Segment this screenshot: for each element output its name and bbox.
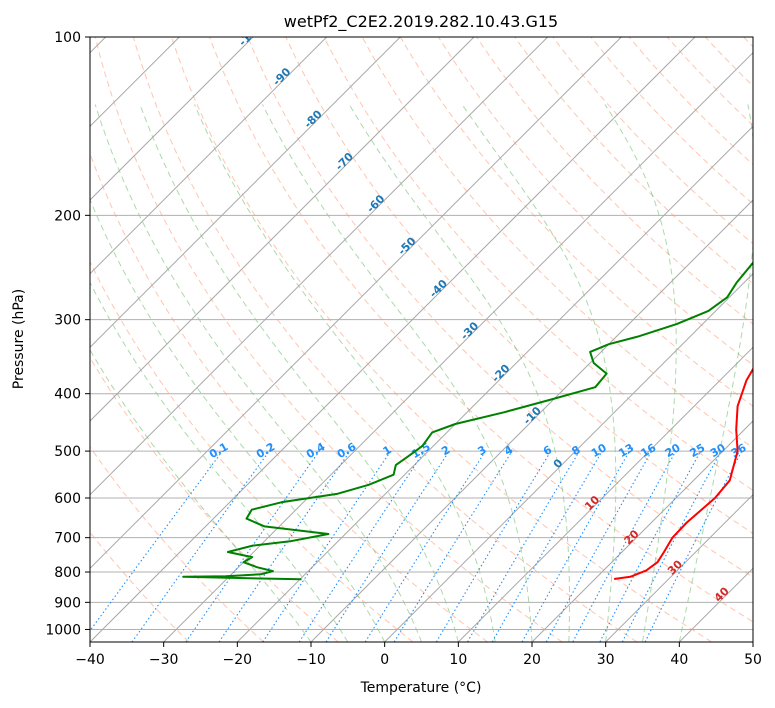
y-tick-label: 800 [54,565,81,581]
mixing-ratio-line [467,450,580,642]
moist-adiabat [139,104,459,642]
isotherm-label: -100 [236,20,265,49]
x-tick-label: 10 [449,652,467,668]
dewpoint-profile-line [182,261,753,581]
isotherm-gridline [90,37,475,422]
y-axis-label: Pressure (hPa) [11,289,27,389]
dry-adiabat [323,37,753,491]
series-layer [182,261,753,581]
isotherm-gridline [384,272,753,642]
mixing-ratio-line [218,450,351,642]
dry-adiabat [399,37,753,407]
x-tick-label: 0 [380,652,389,668]
mixing-ratio-line [435,450,552,642]
mixing-ratio-line [325,450,450,642]
mixing-ratio-line [131,450,270,642]
dry-adiabat [476,37,753,325]
x-tick-label: 30 [597,652,615,668]
x-tick-label: −20 [223,652,253,668]
y-tick-label: 900 [54,595,81,611]
isotherm-gridline [457,346,753,642]
x-tick-label: −10 [296,652,326,668]
y-tick-label: 600 [54,491,81,507]
y-tick-label: 1000 [45,622,81,638]
isotherm-gridline [90,37,696,642]
dry-adiabat [247,37,753,578]
mixing-ratio-line [364,450,486,642]
y-tick-label: 300 [54,313,81,329]
dry-adiabat [628,37,753,166]
moist-adiabat [604,104,677,642]
x-tick-label: 50 [744,652,762,668]
dry-adiabat [132,37,638,642]
dry-adiabat [90,260,414,642]
dry-adiabat [514,37,753,285]
isotherm-gridline [90,37,549,496]
y-tick-label: 200 [54,208,81,224]
tick-layer: −40 −30 −20 −10 0 10 20 30 40 50 100 200 300 400 500 60… [45,30,762,668]
mixing-ratio-line [90,450,223,632]
y-tick-label: 700 [54,531,81,547]
isotherm-gridline [90,37,328,275]
isotherm-gridline [531,420,753,642]
mixing-ratio-line [491,450,603,642]
moist-adiabat [678,104,753,642]
moist-adiabat [194,104,496,642]
moist-adiabat [262,104,533,642]
x-tick-label: 20 [523,652,541,668]
isotherm-gridline [90,37,401,349]
temperature-profile-line [613,367,753,580]
isotherm-gridline [236,125,753,642]
chart-title: wetPf2_C2E2.2019.282.10.43.G15 [284,12,558,32]
y-tick-label: 100 [54,30,81,46]
mixing-ratio-line [521,450,630,642]
x-tick-label: −30 [149,652,179,668]
x-tick-label: −40 [75,652,105,668]
isotherm-gridline [163,51,753,642]
dry-adiabat [209,37,753,623]
mixing-ratio-line [545,450,653,642]
x-axis-label: Temperature (°C) [360,680,482,696]
dry-adiabat [90,446,264,642]
y-tick-label: 400 [54,387,81,403]
isotherm-gridline [90,37,622,570]
plot-frame [89,36,754,643]
isotherm-gridline [605,493,753,642]
moist-adiabat [90,198,386,642]
isotherm-gridline [90,37,254,201]
mixing-ratio-line [572,450,677,642]
moist-adiabat [348,104,570,642]
mixing-ratio-line [393,450,513,642]
dry-adiabat [94,37,563,642]
isotherm-gridline [310,199,753,642]
y-tick-label: 500 [54,444,81,460]
x-tick-label: 40 [670,652,688,668]
moist-adiabat [461,104,617,642]
